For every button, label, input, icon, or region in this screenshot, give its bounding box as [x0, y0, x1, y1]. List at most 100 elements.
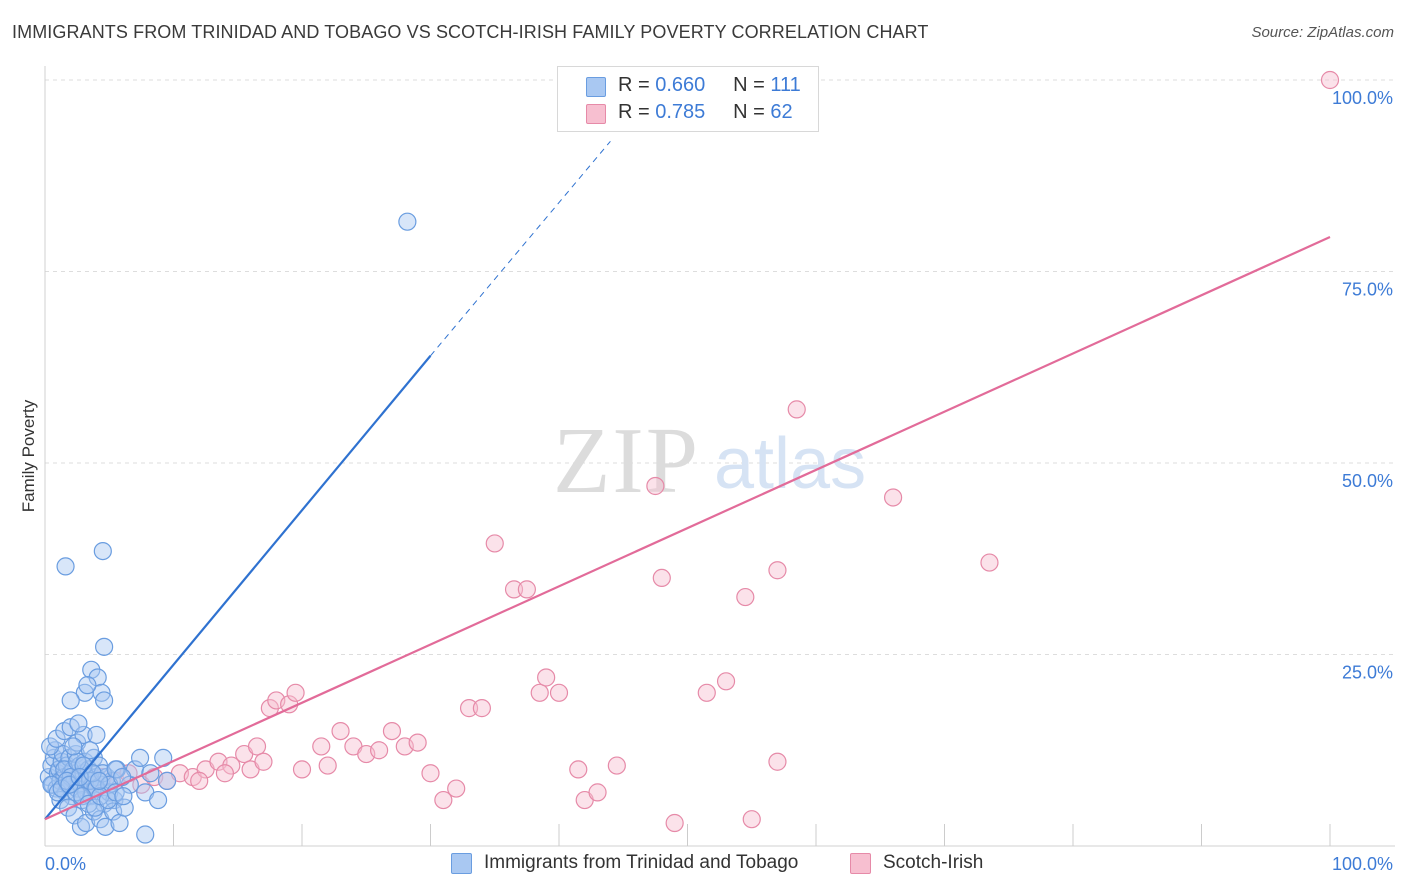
- point-0-61: [104, 802, 123, 821]
- bottom-legend-swatch-pink: [850, 853, 871, 874]
- point-1-37: [530, 683, 549, 702]
- point-1-35: [504, 580, 524, 599]
- point-0-87: [88, 668, 107, 687]
- point-1-19: [286, 683, 305, 702]
- x-tick-label-1: 100.0%: [1332, 854, 1393, 874]
- point-1-20: [312, 737, 331, 756]
- gridlines: [45, 79, 1395, 655]
- trend-line-extension-0: [430, 140, 611, 357]
- point-1-61: [292, 760, 312, 779]
- legend-r-label: R =: [618, 101, 650, 123]
- trend-line-1: [44, 236, 1331, 821]
- point-1-28: [408, 733, 427, 752]
- tick-labels: 25.0% 50.0% 75.0% 100.0% 0.0% 100.0%: [45, 88, 1393, 874]
- trend-lines: [44, 140, 1331, 821]
- point-1-52: [768, 752, 787, 771]
- point-1-31: [447, 779, 466, 798]
- bottom-legend-swatch-blue: [451, 853, 472, 874]
- point-0-63: [115, 798, 134, 817]
- trend-line-0: [44, 355, 432, 820]
- point-1-29: [421, 764, 440, 783]
- point-1-42: [588, 783, 607, 802]
- point-1-46: [665, 813, 684, 833]
- y-tick-label-1: 50.0%: [1342, 471, 1393, 491]
- point-1-55: [980, 553, 999, 572]
- series-trinidad-tobago: [39, 212, 417, 844]
- axes: [44, 66, 1395, 847]
- point-0-82: [112, 767, 132, 787]
- watermark-zip: ZIP: [553, 409, 700, 513]
- point-1-49: [736, 587, 755, 607]
- legend-n-label: N =: [733, 101, 765, 123]
- y-tick-label-0: 25.0%: [1342, 663, 1393, 683]
- point-0-88: [95, 637, 114, 656]
- legend-swatch-blue: [586, 77, 606, 97]
- legend-r-label: R =: [618, 74, 650, 96]
- point-0-111: [398, 212, 417, 231]
- legend-n-value: 62: [770, 101, 793, 123]
- point-0-50: [74, 725, 93, 745]
- point-1-36: [517, 580, 536, 599]
- point-1-43: [607, 756, 626, 775]
- point-0-104: [114, 787, 133, 806]
- x-tick-label-0: 0.0%: [45, 854, 86, 874]
- point-1-47: [697, 683, 716, 702]
- point-1-33: [472, 699, 491, 718]
- point-1-50: [742, 810, 761, 829]
- point-1-22: [331, 721, 350, 741]
- point-1-21: [318, 756, 337, 775]
- point-0-91: [95, 691, 114, 710]
- point-0-109: [56, 557, 75, 576]
- point-0-108: [89, 771, 109, 790]
- legend-n-value: 111: [770, 74, 801, 96]
- point-0-62: [110, 813, 129, 833]
- point-1-53: [787, 400, 806, 419]
- point-1-30: [434, 790, 453, 810]
- point-1-58: [215, 764, 234, 783]
- point-1-48: [716, 672, 736, 691]
- legend-swatch-pink: [586, 104, 606, 124]
- point-0-52: [87, 725, 106, 745]
- source-credit: Source: ZipAtlas.com: [1251, 24, 1394, 41]
- point-0-110: [93, 541, 112, 561]
- point-1-44: [646, 476, 665, 496]
- point-1-57: [190, 771, 209, 790]
- chart-title: IMMIGRANTS FROM TRINIDAD AND TOBAGO VS S…: [12, 22, 929, 42]
- point-1-34: [485, 534, 504, 553]
- point-1-32: [459, 699, 479, 718]
- point-1-26: [382, 721, 402, 741]
- point-0-83: [64, 737, 83, 756]
- legend-r-value: 0.660: [655, 74, 706, 96]
- point-1-40: [569, 760, 588, 779]
- point-0-46: [47, 729, 66, 748]
- point-1-60: [254, 752, 273, 771]
- bottom-legend-label: Scotch-Irish: [883, 852, 984, 873]
- point-1-39: [549, 683, 569, 702]
- point-1-51: [768, 561, 787, 580]
- point-0-70: [157, 771, 177, 790]
- correlation-legend: R = 0.660 N = 111 R = 0.785 N = 62: [557, 66, 819, 132]
- point-0-89: [61, 691, 80, 710]
- legend-n-label: N =: [733, 74, 765, 96]
- point-0-66: [130, 748, 150, 768]
- point-1-15: [247, 737, 267, 756]
- point-0-60: [96, 817, 115, 836]
- point-0-69: [148, 790, 168, 810]
- watermark-atlas: atlas: [714, 424, 866, 504]
- bottom-legend-label: Immigrants from Trinidad and Tobago: [484, 852, 799, 873]
- legend-r-value: 0.785: [655, 101, 706, 123]
- point-0-105: [60, 775, 79, 794]
- y-tick-label-2: 75.0%: [1342, 280, 1393, 300]
- watermark: ZIP atlas: [553, 409, 866, 513]
- point-1-25: [370, 741, 389, 760]
- point-1-38: [537, 668, 556, 687]
- y-axis-label: Family Poverty: [19, 399, 38, 512]
- point-1-45: [652, 568, 671, 588]
- point-0-93: [136, 825, 155, 844]
- y-tick-label-3: 100.0%: [1332, 88, 1393, 108]
- point-1-56: [1320, 70, 1340, 90]
- point-0-84: [69, 714, 88, 733]
- point-1-54: [883, 488, 903, 507]
- point-0-92: [78, 676, 97, 695]
